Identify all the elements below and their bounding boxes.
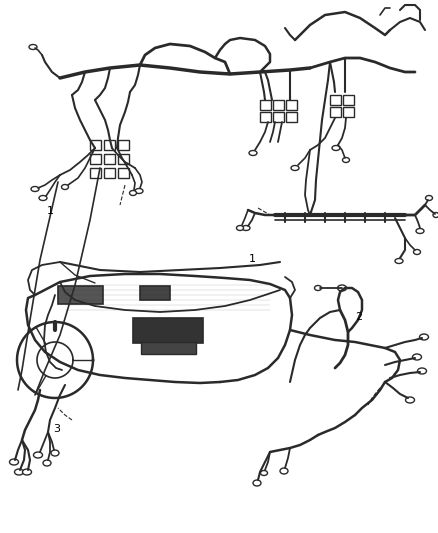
Ellipse shape [332, 146, 340, 150]
Ellipse shape [433, 213, 438, 217]
Ellipse shape [280, 468, 288, 474]
Bar [272, 112, 283, 122]
Ellipse shape [413, 249, 420, 254]
Ellipse shape [420, 334, 428, 340]
Ellipse shape [237, 225, 244, 230]
Bar [117, 154, 128, 164]
Ellipse shape [22, 469, 32, 475]
Ellipse shape [33, 452, 42, 458]
Bar [286, 100, 297, 110]
Bar [89, 168, 100, 178]
Ellipse shape [261, 471, 268, 475]
Ellipse shape [343, 157, 350, 163]
Bar [89, 154, 100, 164]
Ellipse shape [395, 259, 403, 263]
Ellipse shape [425, 196, 432, 200]
Bar [141, 342, 195, 354]
Bar [89, 140, 100, 150]
Bar [343, 95, 353, 105]
Ellipse shape [406, 397, 414, 403]
Ellipse shape [61, 184, 68, 190]
Ellipse shape [51, 450, 59, 456]
Bar [103, 140, 114, 150]
Ellipse shape [417, 368, 427, 374]
Text: 3: 3 [53, 424, 60, 434]
Ellipse shape [10, 459, 18, 465]
Ellipse shape [253, 480, 261, 486]
Bar [272, 100, 283, 110]
Ellipse shape [135, 189, 143, 193]
Ellipse shape [291, 166, 299, 171]
Ellipse shape [14, 469, 24, 475]
Bar [286, 112, 297, 122]
Bar [329, 107, 340, 117]
Ellipse shape [242, 225, 250, 230]
Ellipse shape [39, 196, 47, 200]
Bar [133, 318, 203, 343]
Ellipse shape [29, 44, 37, 50]
Text: 2: 2 [356, 312, 363, 322]
Ellipse shape [413, 354, 421, 360]
Ellipse shape [31, 187, 39, 191]
Bar [117, 140, 128, 150]
Ellipse shape [338, 285, 346, 291]
Bar [259, 112, 271, 122]
Ellipse shape [43, 460, 51, 466]
Bar [329, 95, 340, 105]
Ellipse shape [314, 286, 321, 290]
Ellipse shape [249, 150, 257, 156]
Bar [117, 168, 128, 178]
Ellipse shape [130, 190, 137, 196]
Bar [259, 100, 271, 110]
Bar [343, 107, 353, 117]
Text: 1: 1 [248, 254, 255, 263]
Bar [140, 286, 170, 300]
Bar [103, 168, 114, 178]
Text: 1: 1 [47, 206, 54, 215]
Bar [57, 286, 102, 304]
Ellipse shape [416, 229, 424, 233]
Bar [103, 154, 114, 164]
